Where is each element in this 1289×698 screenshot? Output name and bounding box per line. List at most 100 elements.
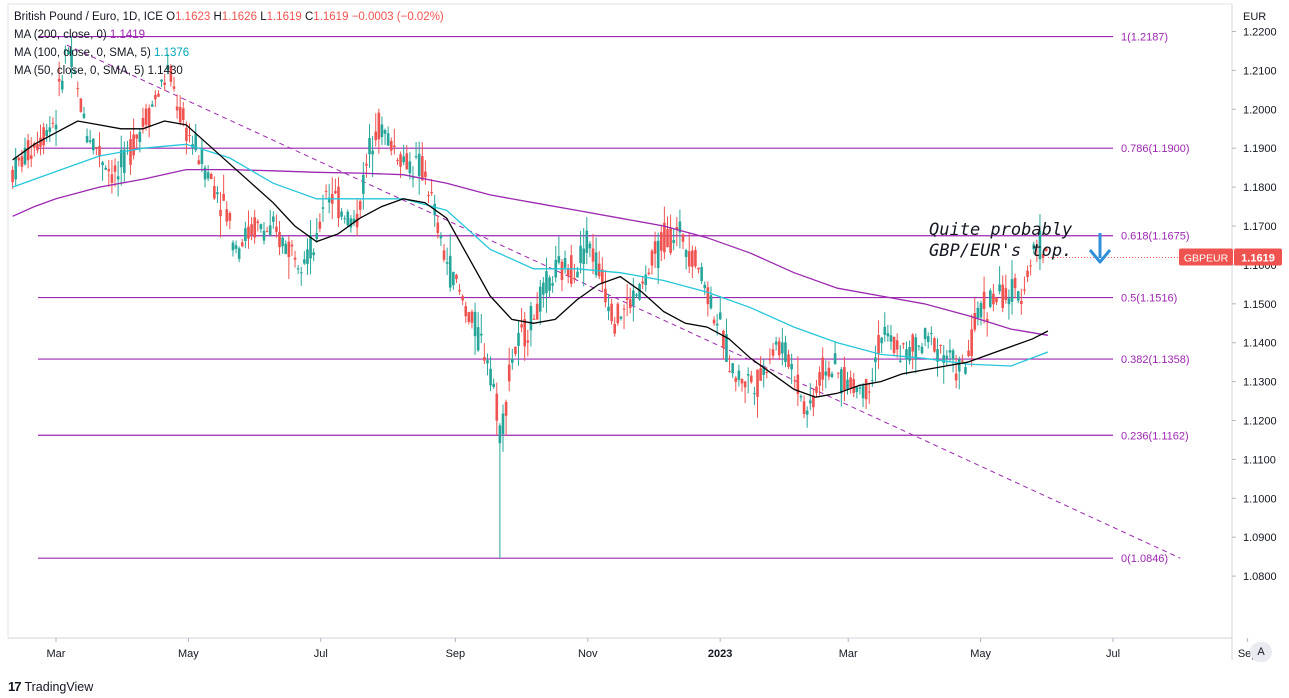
candle-body xyxy=(830,373,834,377)
candle-body xyxy=(914,337,918,360)
candle-down xyxy=(892,336,896,357)
candle-body xyxy=(594,252,598,276)
candle-down xyxy=(209,172,213,180)
candle-up xyxy=(259,223,263,233)
candle-body xyxy=(573,277,576,280)
candle-body xyxy=(427,194,430,196)
candle-body xyxy=(610,303,613,322)
symbol-tag: GBPEUR xyxy=(1179,248,1233,266)
annotation-line-1: Quite probably xyxy=(929,220,1073,240)
candle-body xyxy=(262,230,266,241)
candle-up xyxy=(511,348,514,370)
candle-down xyxy=(1035,239,1039,262)
ma200-legend[interactable]: MA (200, close, 0) 1.1419 xyxy=(14,26,444,44)
candle-body xyxy=(265,231,269,233)
candle-down xyxy=(290,240,294,257)
candle-down xyxy=(337,177,340,227)
candle-body xyxy=(858,387,862,389)
candle-down xyxy=(1001,275,1005,313)
candle-body xyxy=(464,306,468,317)
candle-body xyxy=(206,172,210,179)
candle-body xyxy=(194,133,198,151)
candle-down xyxy=(436,215,440,239)
candle-down xyxy=(188,123,191,143)
y-tick-label: 1.1700 xyxy=(1243,221,1277,233)
candle-body xyxy=(604,288,607,303)
candle-body xyxy=(988,290,992,307)
ma100-legend[interactable]: MA (100, close, 0, SMA, 5) 1.1376 xyxy=(14,44,444,62)
candle-body xyxy=(290,244,294,247)
y-tick-label: 1.1000 xyxy=(1243,493,1277,505)
candle-body xyxy=(303,259,306,264)
candle-body xyxy=(247,226,250,239)
candle-down xyxy=(225,201,229,227)
candle-down xyxy=(458,283,461,295)
ma50-legend[interactable]: MA (50, close, 0, SMA, 5) 1.1430 xyxy=(14,62,444,80)
candle-body xyxy=(861,385,865,399)
candle-body xyxy=(178,106,182,123)
candle-up xyxy=(417,141,421,195)
candle-body xyxy=(200,149,204,165)
candle-down xyxy=(532,314,536,320)
candle-up xyxy=(898,345,902,363)
candle-up xyxy=(632,277,635,322)
candle-body xyxy=(542,282,545,295)
candle-body xyxy=(1010,279,1014,302)
candle-body xyxy=(424,171,427,178)
candle-body xyxy=(1020,300,1023,305)
candle-body xyxy=(659,232,663,251)
price-tag: 1.1619 xyxy=(1234,248,1282,266)
candle-up xyxy=(452,271,455,290)
candle-down xyxy=(144,103,148,131)
candle-down xyxy=(39,124,42,156)
auto-scale-button[interactable]: A xyxy=(1250,642,1272,662)
candle-down xyxy=(902,342,905,349)
candle-body xyxy=(51,122,55,124)
candle-body xyxy=(1023,289,1026,291)
ma-line-1 xyxy=(12,143,1049,367)
candle-up xyxy=(725,318,728,363)
candle-up xyxy=(638,282,641,301)
candle-up xyxy=(48,116,52,142)
candle-body xyxy=(213,186,216,199)
candle-up xyxy=(988,288,992,309)
candle-body xyxy=(678,221,682,233)
candle-body xyxy=(321,207,325,209)
x-tick-label: Nov xyxy=(578,648,598,660)
candle-down xyxy=(79,98,83,113)
candle-down xyxy=(318,213,322,233)
candle-body xyxy=(237,248,241,259)
candle-up xyxy=(808,383,812,411)
candle-body xyxy=(520,324,523,328)
ma100-label: MA (100, close, 0, SMA, 5) xyxy=(14,47,151,59)
candle-down xyxy=(961,354,964,364)
candle-up xyxy=(579,230,582,274)
tradingview-brand[interactable]: 17 TradingView xyxy=(8,679,93,694)
candle-down xyxy=(992,283,995,312)
candle-body xyxy=(874,357,877,363)
candle-up xyxy=(889,324,893,350)
candle-down xyxy=(734,375,738,392)
brand-name: TradingView xyxy=(24,679,94,694)
candle-down xyxy=(675,217,679,247)
candle-body xyxy=(942,355,946,363)
candle-body xyxy=(619,316,623,319)
arrow-head xyxy=(1088,249,1112,264)
candle-body xyxy=(985,318,989,322)
candle-body xyxy=(777,341,781,356)
candle-body xyxy=(529,305,533,331)
candle-down xyxy=(427,191,430,204)
candle-down xyxy=(1029,259,1032,276)
candle-body xyxy=(995,297,998,303)
candle-body xyxy=(126,147,129,149)
candle-up xyxy=(883,312,887,342)
candle-body xyxy=(492,383,495,387)
candle-down xyxy=(852,372,856,398)
candle-down xyxy=(17,156,21,167)
ma50-value: 1.1430 xyxy=(147,65,183,77)
candle-body xyxy=(172,86,176,89)
candle-down xyxy=(911,333,914,370)
candle-body xyxy=(60,80,64,90)
candle-up xyxy=(840,366,843,407)
